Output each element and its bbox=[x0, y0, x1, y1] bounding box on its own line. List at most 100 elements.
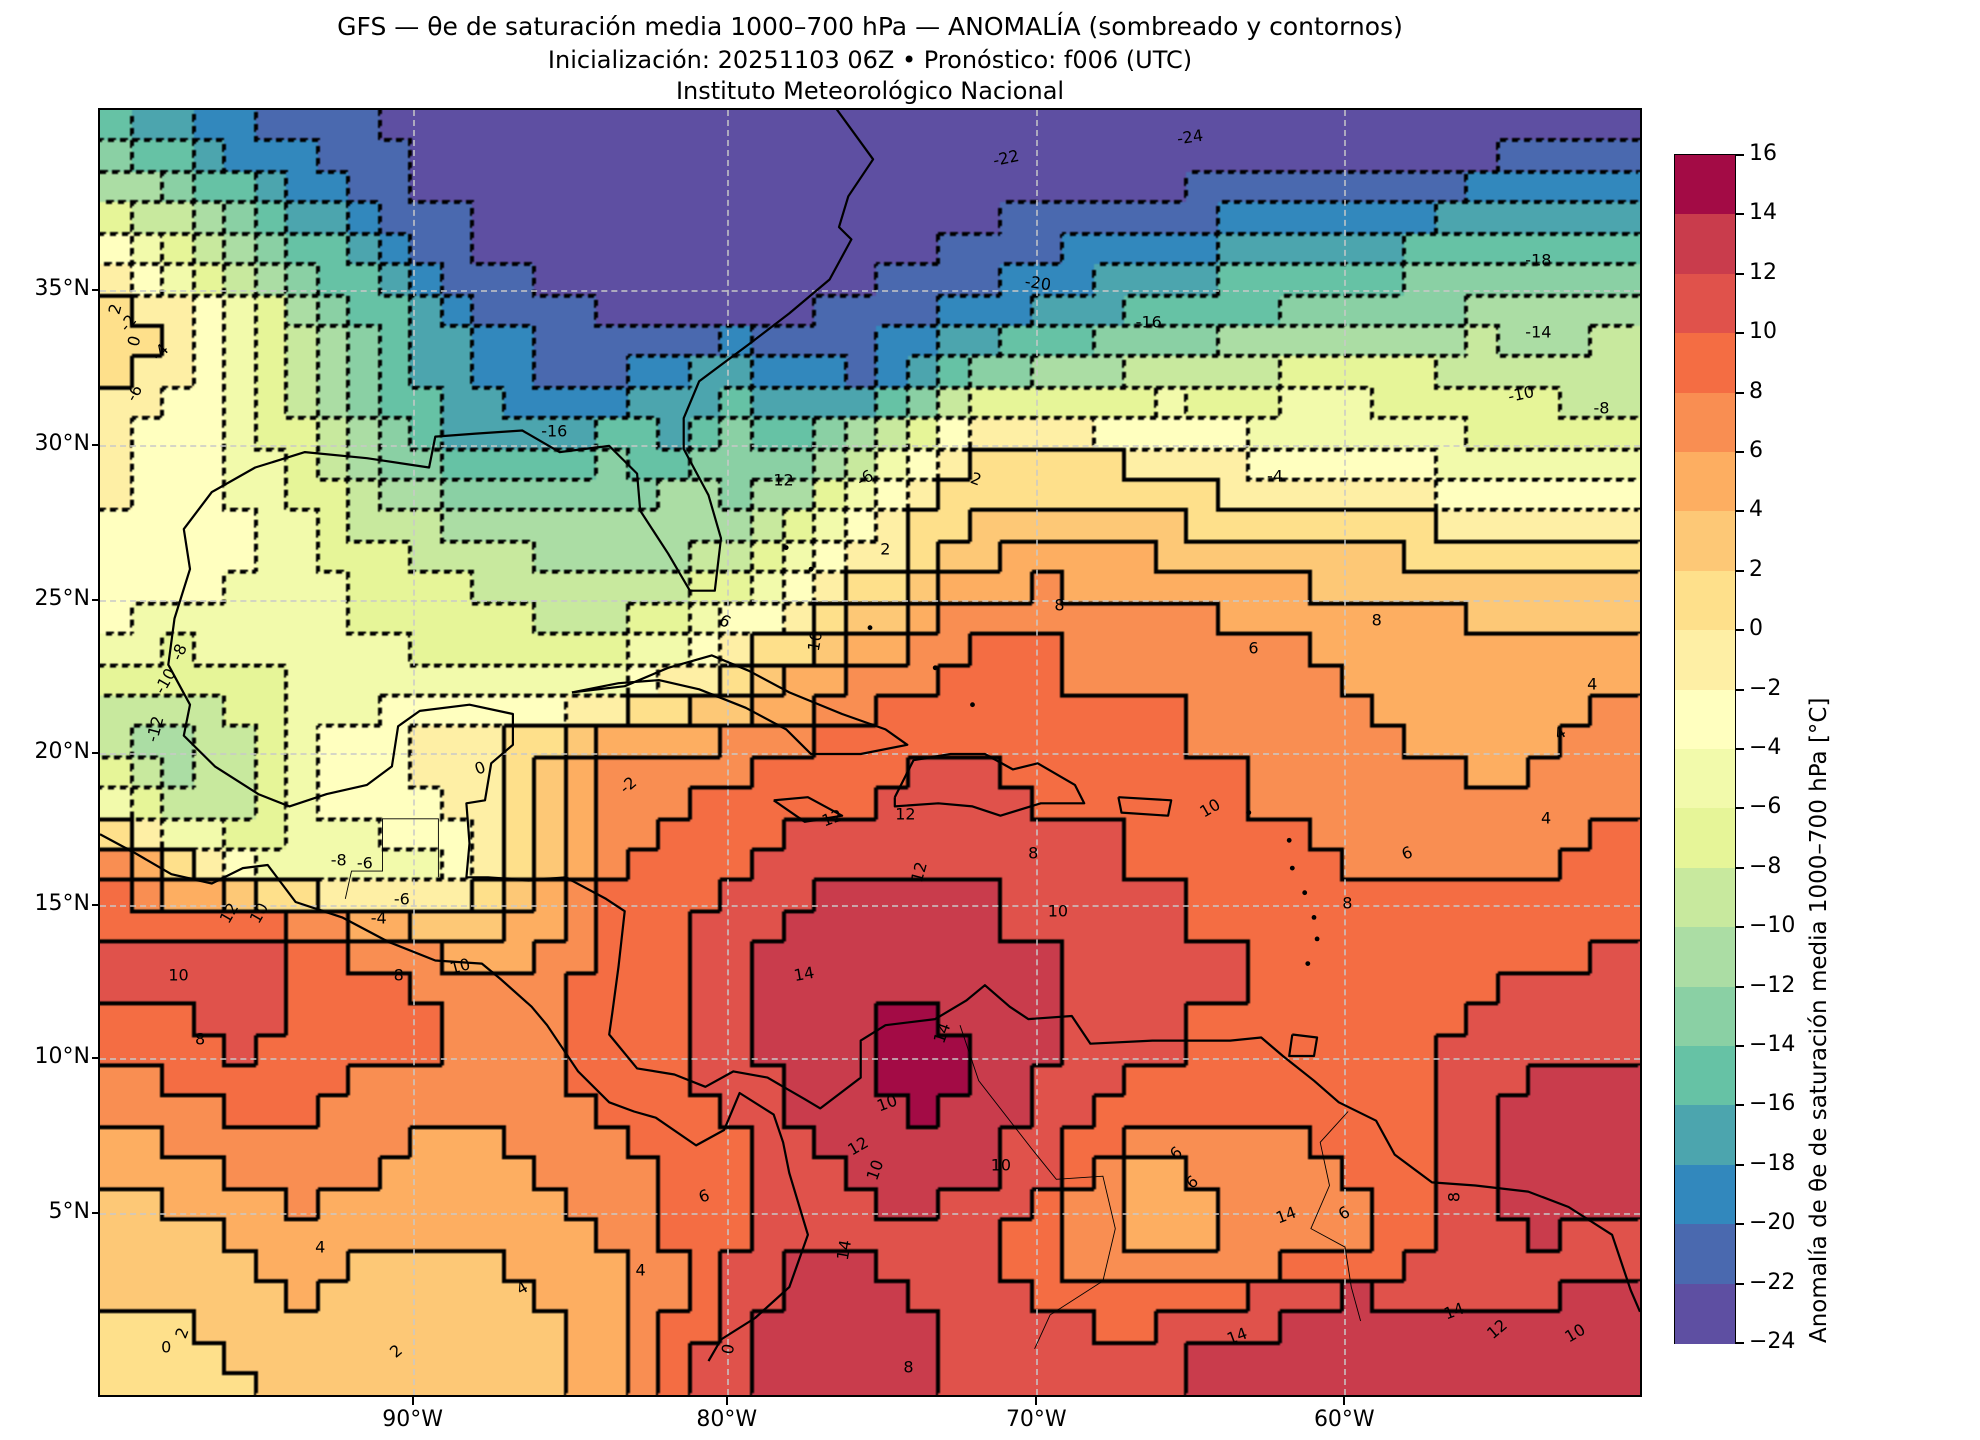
colorbar-tick-label: 10 bbox=[1749, 319, 1777, 345]
contour-label: 14 bbox=[792, 962, 816, 985]
contour-label: -12 bbox=[767, 470, 794, 490]
islet-dot bbox=[970, 702, 975, 708]
contour-label: -8 bbox=[330, 850, 347, 870]
contour-label: -4 bbox=[370, 908, 387, 928]
islet-dot bbox=[867, 625, 873, 631]
colorbar-tick bbox=[1735, 451, 1744, 453]
coastline-path bbox=[100, 833, 809, 1362]
colorbar-tick bbox=[1735, 985, 1744, 988]
border-path bbox=[959, 1025, 1116, 1349]
y-axis-tick-label: 25°N bbox=[34, 585, 90, 611]
colorbar-segment bbox=[1675, 867, 1735, 928]
colorbar-tick-label: 4 bbox=[1749, 497, 1763, 523]
colorbar bbox=[1674, 154, 1736, 1344]
coastline-path bbox=[167, 110, 1640, 1313]
colorbar-tick-label: 12 bbox=[1749, 259, 1777, 285]
colorbar-tick-label: −2 bbox=[1749, 675, 1782, 701]
y-axis-tick-label: 35°N bbox=[34, 275, 90, 301]
colorbar-tick bbox=[1735, 213, 1744, 216]
contour-label: 0 bbox=[161, 1337, 172, 1357]
border-path bbox=[344, 818, 439, 899]
colorbar-segment bbox=[1675, 749, 1735, 809]
coastline-path bbox=[1117, 796, 1173, 817]
gridline-lat bbox=[100, 752, 1640, 755]
colorbar-segment bbox=[1675, 1283, 1735, 1344]
colorbar-tick-label: 2 bbox=[1749, 556, 1763, 582]
gridline-lat bbox=[100, 1058, 1640, 1061]
gridline-lat bbox=[100, 445, 1640, 448]
contour-label: 10 bbox=[803, 629, 826, 653]
coastline-path bbox=[773, 796, 844, 823]
gridline-lat bbox=[100, 599, 1640, 602]
colorbar-segment bbox=[1675, 452, 1735, 512]
islet-dot bbox=[1314, 936, 1320, 942]
colorbar-tick bbox=[1735, 1045, 1744, 1047]
contour-label: 6 bbox=[1248, 638, 1259, 658]
colorbar-tick-label: −8 bbox=[1749, 853, 1782, 879]
contour-label: 2 bbox=[880, 539, 891, 559]
colorbar-tick-label: −4 bbox=[1749, 735, 1782, 760]
coastline-path bbox=[571, 654, 909, 756]
colorbar-tick bbox=[1735, 510, 1744, 513]
y-axis-tick bbox=[92, 904, 100, 907]
colorbar-tick-label: −6 bbox=[1749, 794, 1782, 820]
x-axis-tick bbox=[1343, 1397, 1346, 1405]
y-axis-tick-label: 30°N bbox=[34, 431, 90, 457]
border-path bbox=[1310, 1111, 1362, 1322]
colorbar-segment bbox=[1675, 808, 1735, 869]
y-axis-tick bbox=[92, 1057, 100, 1060]
contour-label: 8 bbox=[195, 1029, 206, 1049]
contour-label: 8 bbox=[903, 1357, 914, 1377]
y-axis-tick bbox=[92, 288, 100, 291]
colorbar-tick bbox=[1735, 1342, 1744, 1344]
colorbar-tick bbox=[1735, 1104, 1744, 1107]
colorbar-segment bbox=[1675, 986, 1735, 1047]
colorbar-tick bbox=[1735, 1163, 1744, 1166]
contour-label: -24 bbox=[1176, 125, 1205, 149]
colorbar-segment bbox=[1675, 1164, 1735, 1225]
colorbar-segment bbox=[1675, 570, 1735, 631]
colorbar-tick bbox=[1735, 866, 1744, 869]
contour-label: 14 bbox=[832, 1238, 855, 1262]
colorbar-segment bbox=[1675, 1105, 1735, 1166]
islet-dot bbox=[783, 545, 789, 550]
colorbar-tick bbox=[1735, 926, 1744, 929]
x-axis-tick-label: 70°W bbox=[1005, 1407, 1067, 1432]
y-axis-tick-label: 5°N bbox=[48, 1198, 90, 1224]
colorbar-tick-label: −16 bbox=[1749, 1091, 1796, 1117]
gridline-lon bbox=[412, 110, 415, 1395]
contour-label: -18 bbox=[1525, 250, 1552, 270]
colorbar-tick bbox=[1735, 629, 1744, 632]
colorbar-segment bbox=[1675, 1224, 1735, 1285]
contour-label: 8 bbox=[1028, 843, 1039, 863]
colorbar-tick bbox=[1735, 272, 1744, 275]
colorbar-segment bbox=[1675, 273, 1735, 334]
x-axis-tick-label: 80°W bbox=[696, 1407, 758, 1432]
colorbar-tick-label: 16 bbox=[1749, 141, 1777, 166]
colorbar-tick bbox=[1735, 569, 1744, 572]
islet-dot bbox=[1289, 865, 1295, 871]
y-axis-tick bbox=[92, 1211, 100, 1214]
colorbar-segment bbox=[1675, 155, 1735, 215]
contour-label: -14 bbox=[1525, 322, 1552, 342]
gridline-lat bbox=[100, 905, 1640, 908]
contour-label: 4 bbox=[1540, 808, 1552, 828]
x-axis-tick-label: 90°W bbox=[382, 1407, 443, 1432]
islet-dot bbox=[1311, 915, 1317, 920]
islet-dot bbox=[932, 665, 938, 671]
y-axis-tick-label: 10°N bbox=[34, 1044, 90, 1070]
contour-label: 8 bbox=[393, 965, 404, 985]
colorbar-tick-label: −22 bbox=[1749, 1269, 1796, 1295]
colorbar-segment bbox=[1675, 214, 1735, 275]
x-axis-tick bbox=[411, 1397, 414, 1405]
y-axis-tick bbox=[92, 751, 100, 754]
y-axis-tick-label: 15°N bbox=[34, 891, 90, 917]
contour-label: 10 bbox=[168, 965, 189, 985]
contour-label: 4 bbox=[1587, 674, 1598, 694]
colorbar-tick-label: −10 bbox=[1749, 913, 1796, 939]
x-axis-tick bbox=[1035, 1397, 1038, 1405]
colorbar-tick-label: 8 bbox=[1749, 378, 1763, 404]
contour-label: 8 bbox=[1342, 893, 1353, 913]
y-axis-tick bbox=[92, 598, 100, 601]
contour-label: -6 bbox=[393, 889, 410, 909]
